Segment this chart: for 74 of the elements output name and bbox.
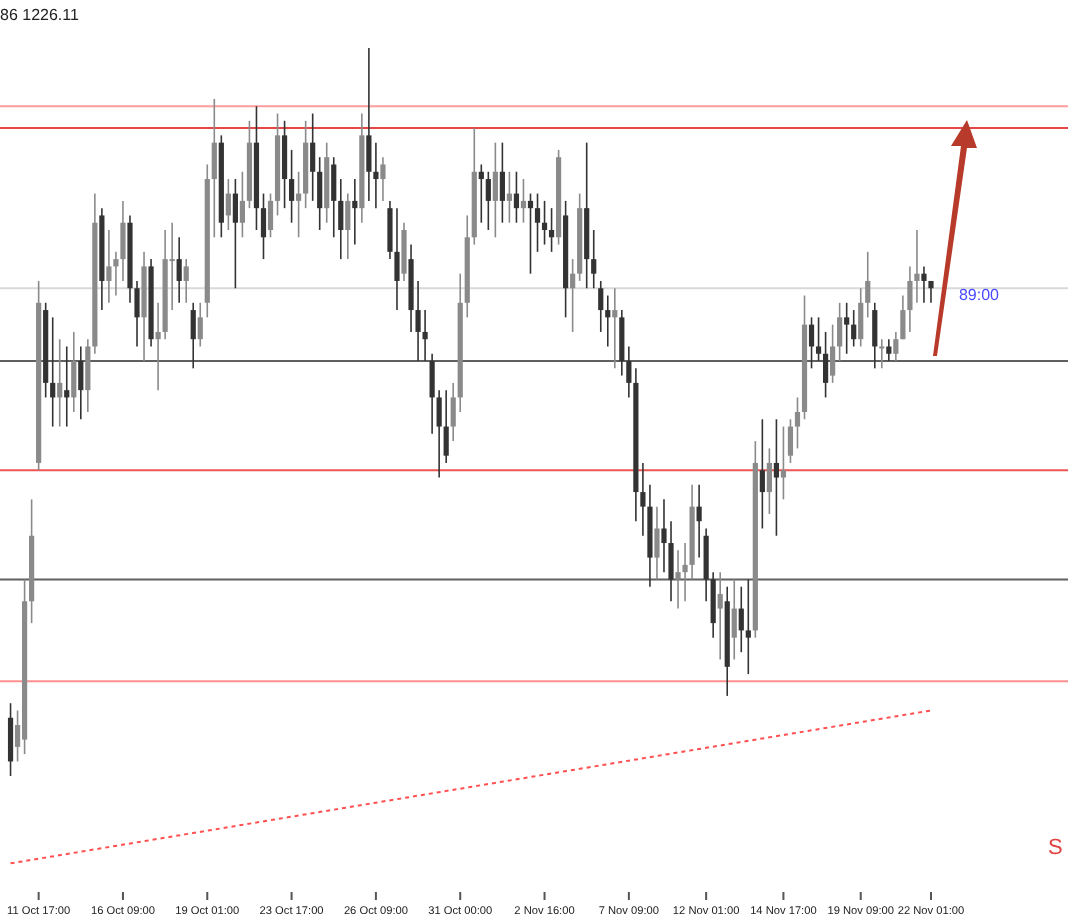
- candlestick: [815, 316, 822, 362]
- candlestick: [485, 170, 491, 231]
- candlestick: [808, 316, 815, 370]
- candlestick: [879, 338, 885, 370]
- candlestick: [492, 141, 498, 239]
- candlestick: [443, 389, 449, 464]
- candlestick: [872, 302, 878, 370]
- candlestick: [296, 170, 302, 239]
- candlestick: [675, 549, 681, 610]
- candlestick: [190, 302, 196, 370]
- candlestick: [176, 236, 182, 304]
- candlestick: [232, 178, 238, 290]
- candlestick: [830, 323, 836, 384]
- candlestick: [745, 578, 751, 675]
- candlestick: [506, 170, 513, 224]
- candlestick: [197, 302, 203, 348]
- candlestick: [57, 338, 63, 428]
- candlestick: [267, 192, 274, 239]
- candlestick: [380, 156, 386, 202]
- candlestick: [394, 207, 400, 311]
- candlestick: [773, 418, 780, 537]
- candlestick: [780, 425, 787, 501]
- candlestick: [766, 447, 772, 515]
- candlestick: [731, 578, 737, 661]
- candlestick: [401, 221, 407, 282]
- candlestick: [591, 229, 597, 290]
- candlestick: [106, 229, 112, 304]
- candlestick: [570, 258, 576, 333]
- candlestick: [822, 331, 829, 399]
- candlestick: [738, 585, 744, 654]
- candlestick: [288, 149, 295, 224]
- candlestick: [352, 178, 358, 246]
- candlestick: [78, 345, 84, 421]
- candlestick: [844, 302, 850, 355]
- candlestick: [225, 178, 231, 231]
- candlestick: [886, 338, 892, 362]
- candlestick: [366, 47, 372, 202]
- candlestick: [759, 418, 765, 530]
- candlestick: [50, 316, 56, 428]
- candlestick: [499, 141, 505, 224]
- candlestick: [331, 156, 337, 239]
- candlestick: [478, 163, 484, 224]
- candlestick: [520, 178, 527, 224]
- candlestick: [183, 258, 189, 304]
- candlestick: [317, 156, 323, 231]
- candlestick: [310, 112, 316, 202]
- candlestick: [858, 287, 864, 348]
- candlestick: [921, 265, 927, 304]
- candlestick: [527, 192, 534, 275]
- candlestick: [619, 309, 625, 377]
- candlestick: [211, 98, 217, 239]
- text: 86 1226.11: [0, 6, 80, 24]
- candlestick: [837, 302, 843, 362]
- candlestick: [787, 418, 794, 464]
- candlestick: [794, 396, 801, 450]
- candlestick: [612, 287, 618, 370]
- candlestick: [239, 170, 246, 239]
- candlestick: [654, 505, 660, 581]
- candlestick: [7, 702, 14, 777]
- candlestick: [851, 309, 857, 348]
- candlestick: [513, 170, 520, 224]
- candlestick: [281, 120, 288, 209]
- candlestick: [598, 280, 604, 333]
- candlestick: [534, 192, 541, 253]
- candlestick: [548, 207, 555, 253]
- candlestick: [64, 345, 70, 428]
- candlestick: [260, 192, 267, 260]
- candlestick: [696, 484, 702, 559]
- text: S: [1048, 836, 1063, 860]
- candlestick: [345, 192, 351, 260]
- text: 89:00: [958, 286, 1001, 304]
- candlestick: [717, 571, 723, 661]
- candlestick: [71, 331, 77, 413]
- candlestick: [541, 200, 548, 246]
